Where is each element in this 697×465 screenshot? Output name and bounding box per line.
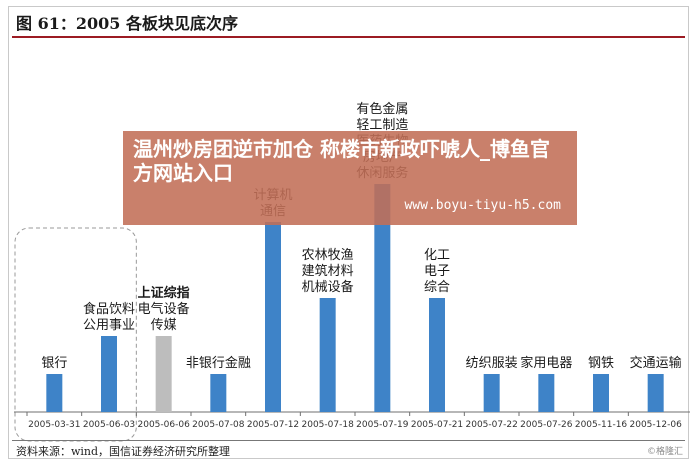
x-tick-label: 2005-03-31	[28, 420, 80, 430]
bar-2005-03-31	[46, 374, 63, 412]
x-tick-label: 2005-07-18	[302, 420, 355, 430]
bar-label: 化工	[424, 248, 450, 263]
bar-2005-07-08	[210, 374, 227, 412]
title-divider	[12, 36, 685, 38]
bar-label: 机械设备	[302, 279, 354, 295]
bar-label: 有色金属	[356, 101, 408, 117]
bar-2005-12-06	[647, 374, 664, 412]
bar-2005-07-12	[265, 222, 281, 412]
bar-label: 银行	[41, 356, 67, 371]
figure-title: 图 61：2005 各板块见底次序	[16, 14, 238, 33]
bar-label: 农林牧渔	[302, 248, 354, 263]
source-divider	[12, 440, 685, 441]
x-tick-label: 2005-07-19	[356, 420, 409, 430]
bar-label: 公用事业	[83, 318, 135, 333]
x-tick-label: 2005-06-06	[138, 420, 191, 430]
bar-2005-07-22	[483, 374, 500, 412]
bar-2005-06-06	[155, 336, 172, 412]
bar-label: 交通运输	[630, 355, 682, 371]
bar-label: 电子	[424, 264, 450, 279]
bar-label: 电气设备	[138, 301, 190, 317]
x-tick-label: 2005-11-16	[575, 420, 628, 430]
bar-label: 传媒	[151, 318, 177, 333]
bar-label: 上证综指	[138, 285, 190, 301]
overlay-url[interactable]: www.boyu-tiyu-h5.com	[404, 198, 561, 213]
bar-label: 非银行金融	[186, 355, 251, 371]
x-tick-label: 2005-12-06	[630, 420, 683, 430]
bar-2005-07-18	[319, 298, 336, 412]
x-tick-label: 2005-06-03	[83, 420, 135, 430]
bar-label: 建筑材料	[302, 263, 354, 279]
source-note: 资料来源：wind，国信证券经济研究所整理	[16, 445, 231, 458]
bar-label: 纺织服装	[466, 356, 518, 371]
overlay-headline[interactable]: 温州炒房团逆市加仓 称楼市新政吓唬人_博鱼官方网站入口	[133, 137, 550, 185]
x-tick-label: 2005-07-21	[411, 420, 463, 430]
bar-2005-11-16	[593, 374, 609, 412]
bar-2005-06-03	[101, 336, 117, 412]
x-tick-label: 2005-07-08	[192, 420, 245, 430]
figure-frame	[8, 6, 689, 459]
bar-2005-07-26	[538, 374, 555, 412]
bar-2005-07-21	[429, 298, 445, 412]
x-tick-label: 2005-07-26	[520, 420, 573, 430]
x-tick-label: 2005-07-12	[247, 420, 299, 430]
bar-label: 综合	[424, 280, 450, 295]
bar-label: 轻工制造	[356, 118, 408, 133]
bar-label: 钢铁	[588, 356, 614, 371]
bar-label: 食品饮料	[83, 301, 135, 317]
overlay-banner[interactable]: 温州炒房团逆市加仓 称楼市新政吓唬人_博鱼官方网站入口 www.boyu-tiy…	[123, 131, 577, 225]
bar-label: 家用电器	[520, 355, 572, 371]
highlight-group-box	[14, 227, 137, 442]
corner-watermark: ©格隆汇	[646, 447, 683, 457]
bar-2005-07-19	[374, 184, 391, 412]
x-tick-label: 2005-07-22	[466, 420, 518, 430]
